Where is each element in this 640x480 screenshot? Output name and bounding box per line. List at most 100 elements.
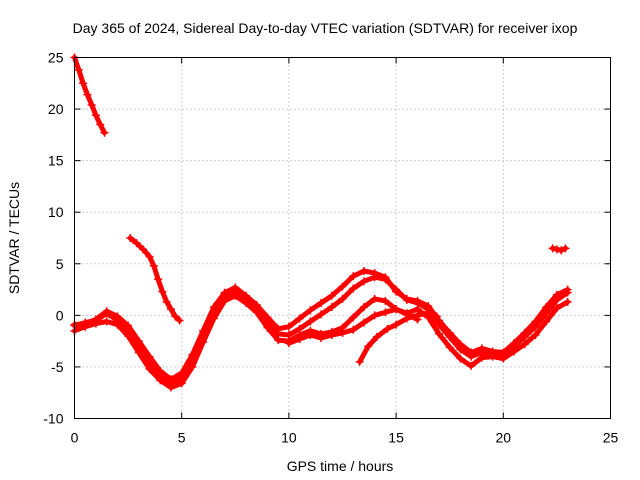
data-point bbox=[306, 317, 315, 326]
data-point bbox=[134, 337, 143, 346]
data-point bbox=[91, 315, 100, 324]
data-point bbox=[145, 352, 154, 361]
data-point bbox=[162, 297, 171, 306]
data-point bbox=[434, 329, 443, 338]
y-axis-label: SDTVAR / TECUs bbox=[6, 182, 22, 294]
data-point bbox=[552, 245, 561, 254]
x-tick-label: 5 bbox=[178, 430, 186, 446]
data-point bbox=[209, 303, 218, 312]
data-point bbox=[392, 320, 401, 329]
data-point bbox=[355, 357, 364, 366]
data-point bbox=[359, 303, 368, 312]
data-point bbox=[432, 312, 441, 321]
data-point bbox=[467, 361, 476, 370]
data-point bbox=[542, 303, 551, 312]
data-point bbox=[381, 296, 390, 305]
data-point bbox=[392, 305, 401, 314]
data-point bbox=[499, 348, 508, 357]
data-point bbox=[359, 277, 368, 286]
data-point bbox=[359, 267, 368, 276]
data-point bbox=[188, 350, 197, 359]
y-tick-label: 10 bbox=[48, 204, 64, 220]
data-point bbox=[561, 244, 570, 253]
data-point bbox=[327, 291, 336, 300]
data-point bbox=[445, 328, 454, 337]
data-point bbox=[252, 301, 261, 310]
data-point bbox=[349, 272, 358, 281]
data-point bbox=[317, 334, 326, 343]
data-point bbox=[563, 297, 572, 306]
data-point bbox=[100, 128, 109, 137]
data-point bbox=[145, 252, 154, 261]
data-point bbox=[317, 310, 326, 319]
data-point bbox=[372, 333, 381, 342]
data-point bbox=[370, 311, 379, 320]
data-point bbox=[381, 273, 390, 282]
data-point bbox=[149, 261, 158, 270]
data-point bbox=[295, 335, 304, 344]
data-point bbox=[177, 369, 186, 378]
data-point bbox=[510, 339, 519, 348]
y-tick-label: 20 bbox=[48, 101, 64, 117]
data-point bbox=[552, 304, 561, 313]
chart-title: Day 365 of 2024, Sidereal Day-to-day VTE… bbox=[73, 20, 578, 36]
data-point bbox=[488, 347, 497, 356]
data-point bbox=[317, 298, 326, 307]
data-point bbox=[306, 306, 315, 315]
data-point bbox=[531, 330, 540, 339]
data-point bbox=[102, 317, 111, 326]
data-point bbox=[402, 294, 411, 303]
data-point bbox=[306, 330, 315, 339]
data-point bbox=[402, 314, 411, 323]
plot-frame bbox=[74, 57, 611, 419]
tick-layer: 0 5 10 15 20 25 -10 -5 0 5 10 15 20 25 bbox=[43, 50, 618, 446]
data-point bbox=[557, 246, 566, 255]
data-point bbox=[338, 328, 347, 337]
data-point bbox=[263, 313, 272, 322]
data-point bbox=[338, 282, 347, 291]
data-point bbox=[552, 290, 561, 299]
y-tick-label: 0 bbox=[56, 307, 64, 323]
data-point bbox=[338, 294, 347, 303]
y-tick-label: -10 bbox=[43, 411, 63, 427]
x-tick-label: 10 bbox=[281, 430, 297, 446]
data-point bbox=[124, 321, 133, 330]
data-point bbox=[113, 312, 122, 321]
y-tick-label: 5 bbox=[56, 256, 64, 272]
data-point bbox=[327, 303, 336, 312]
data-point bbox=[359, 318, 368, 327]
data-point bbox=[520, 340, 529, 349]
data-point bbox=[349, 313, 358, 322]
data-point bbox=[422, 309, 431, 318]
data-point bbox=[349, 284, 358, 293]
data-point bbox=[284, 330, 293, 339]
data-point bbox=[158, 287, 167, 296]
data-point bbox=[434, 316, 443, 325]
data-point bbox=[284, 339, 293, 348]
data-point bbox=[79, 79, 88, 88]
x-tick-label: 15 bbox=[388, 430, 404, 446]
data-point bbox=[295, 314, 304, 323]
data-point bbox=[274, 324, 283, 333]
data-point bbox=[364, 342, 373, 351]
data-point bbox=[413, 296, 422, 305]
data-point bbox=[156, 367, 165, 376]
data-point bbox=[327, 330, 336, 339]
data-point bbox=[242, 291, 251, 300]
data-layer bbox=[70, 53, 572, 392]
x-tick-label: 0 bbox=[71, 430, 79, 446]
x-tick-label: 25 bbox=[603, 430, 619, 446]
data-point bbox=[542, 317, 551, 326]
data-point bbox=[445, 343, 454, 352]
data-point bbox=[199, 326, 208, 335]
data-point bbox=[456, 340, 465, 349]
data-point bbox=[132, 239, 141, 248]
data-point bbox=[231, 283, 240, 292]
data-point bbox=[220, 288, 229, 297]
data-point bbox=[548, 244, 557, 253]
data-point bbox=[96, 120, 105, 129]
data-point bbox=[370, 269, 379, 278]
data-point bbox=[413, 311, 422, 320]
